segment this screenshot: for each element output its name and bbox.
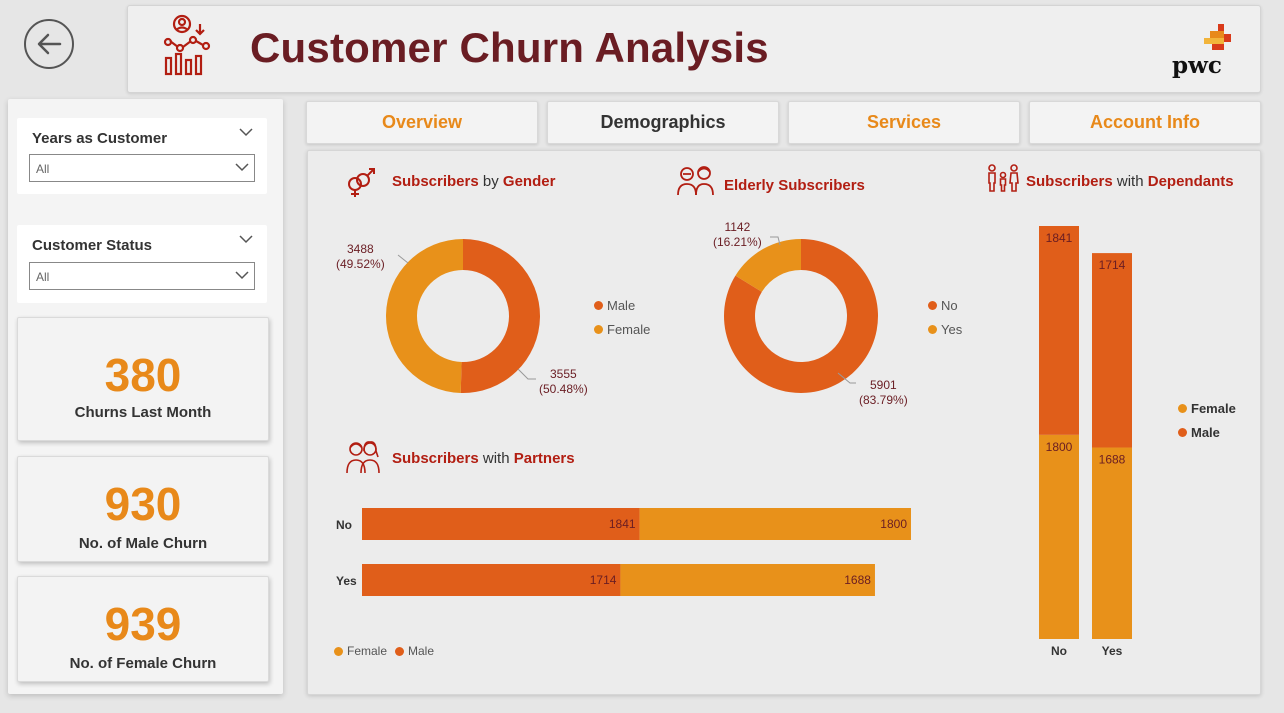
dependants-category-label: No — [1051, 644, 1067, 658]
gender-legend: Male Female — [594, 298, 650, 346]
dependants-bar-female-yes[interactable] — [1092, 447, 1132, 639]
gender-chart-title: Subscribers by Gender — [392, 173, 556, 190]
dependants-bar-value-label: 1688 — [1099, 453, 1126, 467]
kpi-card-male-churn: 930 No. of Male Churn — [17, 456, 269, 562]
legend-item[interactable]: Yes — [928, 322, 962, 337]
legend-dot — [334, 646, 343, 656]
chevron-down-icon[interactable] — [239, 127, 253, 137]
dependants-chart-title: Subscribers with Dependants — [1026, 173, 1234, 190]
status-filter-title: Customer Status — [32, 237, 153, 254]
elderly-no-data-label: 5901 (83.79%) — [859, 378, 908, 407]
tab-account-info[interactable]: Account Info — [1029, 101, 1261, 144]
dependants-bar-female-no[interactable] — [1039, 434, 1079, 639]
back-button[interactable] — [24, 19, 74, 69]
dependants-bar-male-no[interactable] — [1039, 226, 1079, 435]
kpi-label: No. of Male Churn — [78, 535, 208, 552]
dependants-bar-value-label: 1714 — [1099, 258, 1126, 272]
partners-chart-title: Subscribers with Partners — [392, 450, 575, 467]
legend-dot — [1178, 428, 1187, 437]
partners-category-label: No — [336, 518, 352, 532]
pwc-logo: pwc — [1162, 22, 1232, 82]
elderly-legend: No Yes — [928, 298, 962, 346]
dependants-bar-value-label: 1841 — [1046, 231, 1073, 245]
gender-slice-female[interactable] — [385, 239, 463, 393]
dependants-legend: Female Male — [1178, 401, 1236, 449]
partners-bar-female-no[interactable] — [639, 508, 911, 540]
tab-services[interactable]: Services — [788, 101, 1020, 144]
partners-bar-female-yes[interactable] — [620, 564, 875, 596]
legend-dot — [928, 301, 937, 310]
sidebar: Years as Customer All Customer Status Al… — [8, 99, 283, 694]
elderly-slice-no[interactable] — [724, 239, 878, 393]
kpi-value: 930 — [104, 478, 182, 530]
elderly-icon — [677, 166, 714, 196]
partners-legend: Female Male — [334, 644, 434, 667]
partners-bar-value-label: 1841 — [609, 517, 636, 531]
dependants-bar-value-label: 1800 — [1046, 440, 1073, 454]
legend-item[interactable]: Female — [1178, 401, 1236, 416]
tab-overview[interactable]: Overview — [306, 101, 538, 144]
elderly-chart-title: Elderly Subscribers — [724, 177, 865, 194]
legend-item[interactable]: No — [928, 298, 962, 313]
chevron-down-icon — [235, 271, 249, 280]
status-dropdown-value: All — [36, 270, 50, 284]
partners-bar-male-no[interactable] — [362, 508, 640, 540]
partners-category-label: Yes — [336, 574, 357, 588]
years-filter: Years as Customer All — [17, 118, 267, 194]
arrow-left-icon — [37, 33, 62, 55]
analytics-icon — [163, 14, 211, 76]
charts-panel: Subscribers by Gender 3488 (49.52%) 3555(… — [307, 150, 1261, 695]
legend-dot — [928, 325, 937, 334]
legend-dot — [594, 325, 603, 334]
gender-donut-chart — [385, 239, 540, 393]
gender-icon — [348, 168, 375, 197]
kpi-label: No. of Female Churn — [69, 655, 217, 672]
chevron-down-icon[interactable] — [239, 234, 253, 244]
legend-item[interactable]: Male — [395, 644, 434, 658]
gender-leader-lines — [397, 254, 536, 380]
legend-dot — [1178, 404, 1187, 413]
legend-dot — [594, 301, 603, 310]
tab-demographics[interactable]: Demographics — [547, 101, 779, 144]
years-filter-title: Years as Customer — [32, 130, 168, 147]
kpi-value: 939 — [104, 598, 182, 650]
elderly-slice-yes[interactable] — [735, 239, 801, 292]
partners-bar-value-label: 1688 — [844, 573, 871, 587]
kpi-value: 380 — [104, 349, 182, 401]
elderly-donut-chart — [724, 239, 878, 393]
elderly-leader-lines — [770, 236, 856, 384]
years-dropdown-value: All — [36, 162, 50, 176]
chevron-down-icon — [235, 163, 249, 172]
partners-bar-value-label: 1714 — [590, 573, 617, 587]
kpi-card-female-churn: 939 No. of Female Churn — [17, 576, 269, 682]
family-icon — [988, 164, 1019, 192]
years-dropdown[interactable]: All — [29, 154, 255, 182]
page-title: Customer Churn Analysis — [250, 24, 769, 71]
legend-item[interactable]: Female — [594, 322, 650, 337]
gender-female-data-label: 3488 (49.52%) — [336, 242, 385, 271]
dependants-category-label: Yes — [1102, 644, 1123, 658]
dependants-bar-chart: 1800 1841 No 1688 1714 Yes — [1039, 226, 1132, 658]
gender-slice-male[interactable] — [460, 239, 540, 393]
legend-dot — [395, 646, 405, 656]
status-dropdown[interactable]: All — [29, 262, 255, 290]
kpi-label: Churns Last Month — [74, 404, 212, 421]
partners-bar-value-label: 1800 — [880, 517, 907, 531]
dependants-bar-male-yes[interactable] — [1092, 253, 1132, 448]
status-filter: Customer Status All — [17, 225, 267, 303]
legend-item[interactable]: Female — [334, 644, 387, 658]
elderly-yes-data-label: 1142 (16.21%) — [713, 220, 762, 249]
partners-bar-chart: No 1841 1800 Yes 1714 1688 — [336, 508, 911, 596]
partners-bar-male-yes[interactable] — [362, 564, 621, 596]
couple-icon — [346, 441, 380, 474]
header: Customer Churn Analysis pwc — [127, 5, 1261, 93]
legend-item[interactable]: Male — [594, 298, 650, 313]
gender-male-data-label: 3555 (50.48%) — [539, 367, 588, 396]
legend-item[interactable]: Male — [1178, 425, 1236, 440]
kpi-card-churns-last-month: 380 Churns Last Month — [17, 317, 269, 441]
